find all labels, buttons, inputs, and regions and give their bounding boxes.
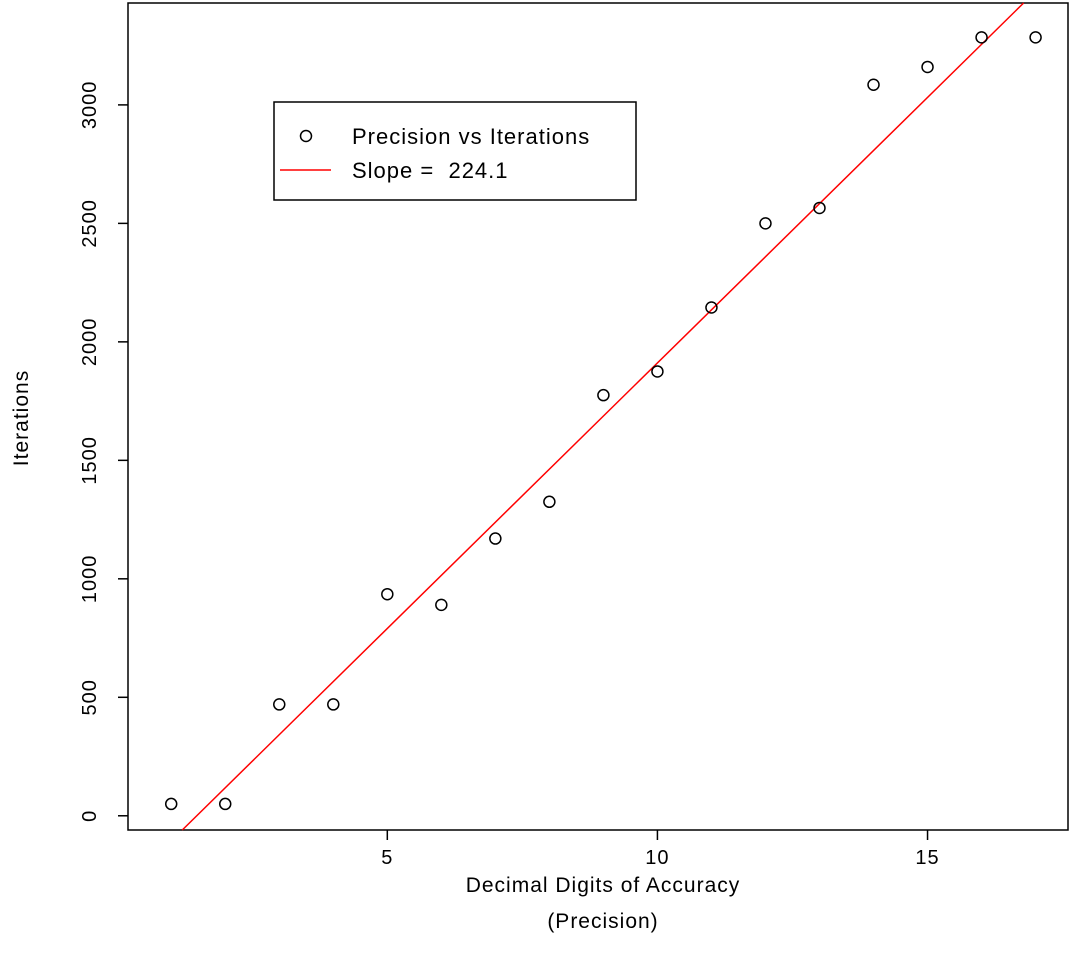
data-point [543, 495, 556, 509]
data-point [597, 388, 610, 402]
x-axis: 5 10 15 [381, 830, 939, 869]
fit-line-layer [181, 2, 1025, 831]
data-point [327, 698, 340, 711]
x-tick-label: 5 [381, 847, 393, 869]
data-point [1029, 31, 1042, 44]
data-point [975, 31, 988, 44]
y-tick-label: 1500 [79, 436, 101, 485]
y-tick-label: 0 [79, 810, 101, 822]
data-point [381, 587, 394, 601]
x-axis-title-line2: (Precision) [547, 910, 658, 933]
y-tick-label: 2500 [79, 199, 101, 248]
data-point [705, 301, 718, 314]
x-tick-label: 10 [645, 847, 669, 869]
y-tick-label: 1000 [79, 555, 101, 604]
data-point [164, 797, 178, 811]
x-tick-label: 15 [915, 847, 939, 869]
x-axis-title-line1: Decimal Digits of Accuracy [466, 874, 741, 897]
data-point [489, 532, 502, 545]
plot-frame [127, 2, 1069, 831]
data-point [435, 598, 448, 612]
legend-circle-marker [299, 129, 313, 143]
data-point [867, 78, 880, 92]
y-tick-label: 3000 [79, 81, 101, 130]
data-point [813, 201, 826, 215]
data-point [921, 60, 934, 74]
data-point [651, 365, 664, 378]
legend-label-points: Precision vs Iterations [352, 124, 590, 149]
y-tick-label: 2000 [79, 318, 101, 367]
data-points [164, 31, 1042, 811]
regression-line [181, 2, 1025, 831]
y-axis: 0 500 1000 1500 2000 2500 3000 [79, 81, 128, 822]
data-point [218, 797, 232, 811]
y-axis-title: Iterations [10, 370, 33, 466]
y-tick-label: 500 [79, 679, 101, 715]
legend: Precision vs Iterations Slope = 224.1 [273, 101, 637, 201]
legend-box [273, 101, 637, 201]
legend-label-slope: Slope = 224.1 [352, 158, 509, 183]
data-point [273, 698, 286, 711]
data-point [759, 217, 772, 230]
